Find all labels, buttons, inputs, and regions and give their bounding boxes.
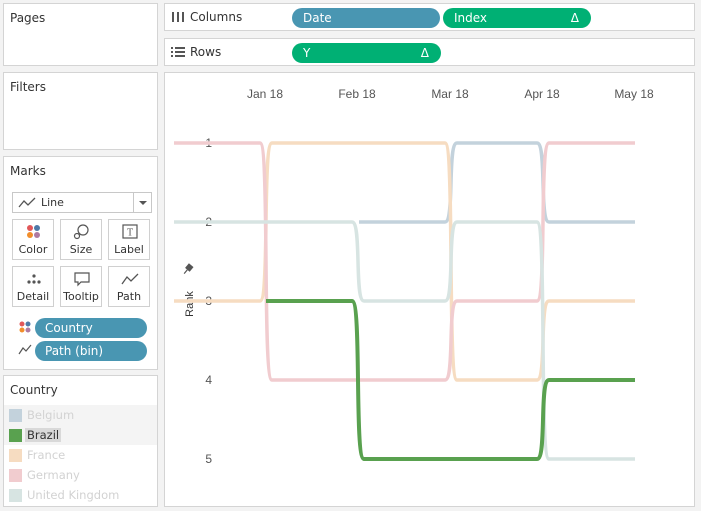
path-button[interactable]: Path xyxy=(108,266,150,307)
label-button[interactable]: T Label xyxy=(108,219,150,260)
size-button[interactable]: Size xyxy=(60,219,102,260)
tooltip-button[interactable]: Tooltip xyxy=(60,266,102,307)
marks-title: Marks xyxy=(10,164,46,178)
svg-text:T: T xyxy=(127,228,133,239)
legend-item[interactable]: United Kingdom xyxy=(4,485,157,505)
pin-icon[interactable] xyxy=(182,263,194,275)
x-axis-label: May 18 xyxy=(614,87,654,101)
tooltip-button-label: Tooltip xyxy=(63,290,99,303)
size-button-label: Size xyxy=(69,243,93,256)
columns-label: Columns xyxy=(190,10,243,24)
y-tick-label: 4 xyxy=(205,373,212,387)
filters-title: Filters xyxy=(10,80,46,94)
legend-swatch xyxy=(9,429,22,442)
country-legend: Country Belgium Brazil France Germany United… xyxy=(3,375,158,507)
y-tick-label: 5 xyxy=(205,452,212,466)
y-pill[interactable]: Y Δ xyxy=(292,43,441,63)
x-axis-label: Mar 18 xyxy=(431,87,469,101)
x-axis-label: Apr 18 xyxy=(524,87,560,101)
marks-card: Marks Line Color Size T Label Detai xyxy=(3,156,158,370)
x-axis-label: Feb 18 xyxy=(338,87,376,101)
legend-label: Brazil xyxy=(25,428,62,442)
date-pill[interactable]: Date xyxy=(292,8,440,28)
tooltip-icon xyxy=(74,272,90,287)
y-pill-label: Y xyxy=(303,46,311,60)
rows-shelf[interactable]: Rows Y Δ xyxy=(164,38,695,66)
label-icon: T xyxy=(122,224,138,239)
x-axis-label: Jan 18 xyxy=(247,87,283,101)
index-pill[interactable]: Index Δ xyxy=(443,8,591,28)
chevron-down-icon[interactable] xyxy=(133,193,151,212)
legend-swatch xyxy=(9,469,22,482)
color-button[interactable]: Color xyxy=(12,219,54,260)
columns-shelf[interactable]: Columns Date Index Δ xyxy=(164,3,695,31)
series-line-brazil[interactable] xyxy=(266,299,635,461)
legend-label: Germany xyxy=(27,468,80,482)
legend-swatch xyxy=(9,489,22,502)
columns-icon xyxy=(172,12,184,22)
detail-button-label: Detail xyxy=(16,290,50,303)
delta-icon: Δ xyxy=(420,46,429,60)
color-dots-icon xyxy=(19,321,31,333)
mark-type-label: Line xyxy=(41,196,64,209)
date-pill-label: Date xyxy=(303,11,332,25)
pages-card[interactable]: Pages xyxy=(3,3,158,66)
rows-label: Rows xyxy=(190,45,222,59)
series-line-belgium[interactable] xyxy=(359,141,635,224)
series-line-germany[interactable] xyxy=(174,141,635,382)
legend-item[interactable]: Brazil xyxy=(4,425,157,445)
country-field-pill[interactable]: Country xyxy=(35,318,147,338)
index-pill-label: Index xyxy=(454,11,488,25)
legend-swatch xyxy=(9,409,22,422)
path-button-label: Path xyxy=(116,290,142,303)
pages-title: Pages xyxy=(10,11,46,25)
path-bin-field-pill[interactable]: Path (bin) xyxy=(35,341,147,361)
path-icon xyxy=(18,344,32,355)
y-axis-title: Rank xyxy=(184,291,196,317)
filters-card[interactable]: Filters xyxy=(3,72,158,150)
detail-icon xyxy=(27,274,41,284)
series-line-united-kingdom[interactable] xyxy=(174,220,635,461)
legend-item[interactable]: Belgium xyxy=(4,405,157,425)
legend-item[interactable]: France xyxy=(4,445,157,465)
legend-label: United Kingdom xyxy=(27,488,120,502)
label-button-label: Label xyxy=(114,243,144,256)
detail-button[interactable]: Detail xyxy=(12,266,54,307)
color-button-label: Color xyxy=(18,243,48,256)
delta-icon: Δ xyxy=(570,11,579,25)
path-icon xyxy=(121,273,139,285)
mark-type-dropdown[interactable]: Line xyxy=(12,192,152,213)
chart-view[interactable]: Jan 18 Feb 18 Mar 18 Apr 18 May 18 1 2 3 4 5 Rank xyxy=(164,72,695,507)
size-icon xyxy=(73,224,89,240)
legend-swatch xyxy=(9,449,22,462)
legend-item[interactable]: Germany xyxy=(4,465,157,485)
legend-label: France xyxy=(27,448,66,462)
series-line-france[interactable] xyxy=(174,141,635,382)
color-dots-icon xyxy=(27,225,40,238)
line-icon xyxy=(18,197,36,208)
rows-icon xyxy=(171,47,185,57)
legend-label: Belgium xyxy=(27,408,75,422)
legend-title: Country xyxy=(10,383,58,397)
